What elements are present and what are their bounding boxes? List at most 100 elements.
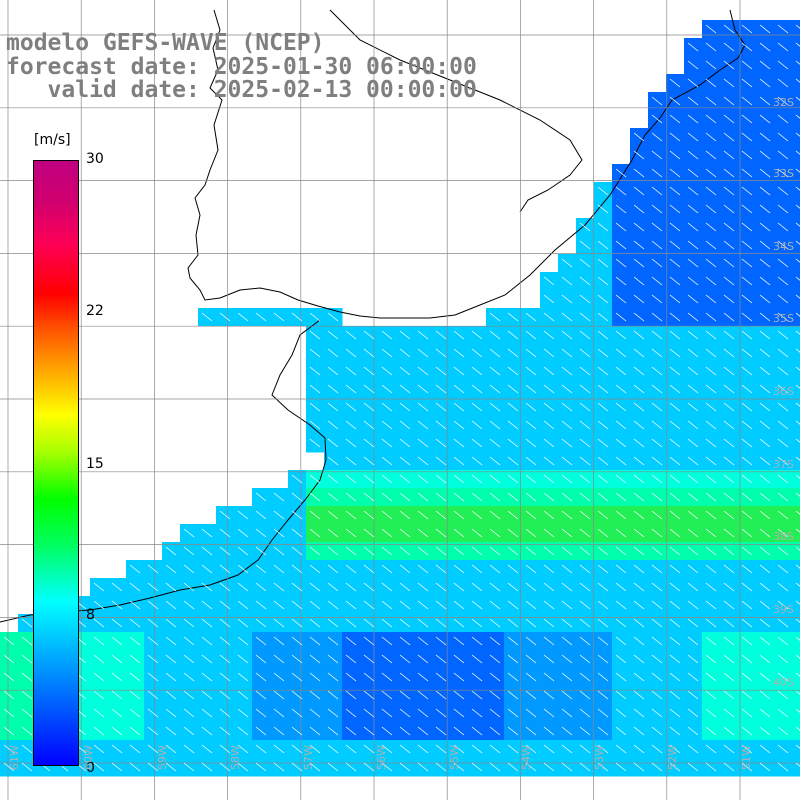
wind-vector — [795, 456, 800, 461]
wind-vector — [453, 510, 465, 520]
wind-vector — [453, 636, 465, 646]
wind-vector — [723, 510, 735, 520]
wind-vector — [417, 672, 429, 682]
wind-speed-cell — [792, 758, 800, 777]
wind-vector — [723, 24, 735, 34]
wind-speed-cell — [792, 92, 800, 111]
wind-vector — [669, 348, 681, 358]
wind-vector — [597, 258, 609, 268]
lon-label: 55W — [448, 745, 461, 770]
wind-vector — [705, 42, 717, 52]
wind-vector — [669, 636, 681, 646]
wind-vector — [471, 546, 483, 556]
wind-vector — [597, 564, 609, 574]
wind-vector — [237, 762, 249, 772]
wind-vector — [219, 690, 231, 700]
wind-vector — [201, 636, 213, 646]
wind-vector — [147, 744, 159, 754]
wind-vector — [705, 438, 717, 448]
wind-vector — [291, 492, 303, 502]
wind-vector — [471, 708, 483, 718]
wind-vector — [759, 546, 771, 556]
wind-speed-cell — [792, 578, 800, 597]
wind-vector — [669, 114, 681, 124]
wind-vector — [309, 600, 321, 610]
wind-vector — [777, 222, 789, 232]
wind-vector — [111, 762, 123, 772]
wind-vector — [651, 186, 663, 196]
wind-vector — [525, 672, 537, 682]
wind-vector — [399, 654, 411, 664]
wind-vector — [381, 744, 393, 754]
wind-vector — [597, 186, 609, 196]
wind-vector — [723, 654, 735, 664]
wind-vector — [309, 708, 321, 718]
wind-vector — [507, 618, 519, 628]
wind-vector — [795, 258, 800, 263]
wind-vector — [255, 726, 267, 736]
wind-vector — [525, 492, 537, 502]
wind-vector — [633, 636, 645, 646]
wind-vector — [543, 510, 555, 520]
wind-vector — [453, 348, 465, 358]
wind-vector — [633, 600, 645, 610]
wind-vector — [795, 222, 800, 227]
wind-vector — [345, 492, 357, 502]
colorbar-tick-15: 15 — [86, 456, 104, 472]
wind-vector — [723, 96, 735, 106]
wind-vector — [183, 726, 195, 736]
wind-vector — [381, 510, 393, 520]
wind-vector — [669, 690, 681, 700]
wind-vector — [417, 456, 429, 466]
wind-vector — [795, 384, 800, 389]
wind-vector — [759, 762, 771, 772]
wind-vector — [489, 474, 501, 484]
wind-vector — [219, 312, 231, 322]
wind-vector — [651, 312, 663, 322]
wind-vector — [399, 690, 411, 700]
wind-vector — [687, 600, 699, 610]
wind-vector — [327, 690, 339, 700]
wind-vector — [579, 762, 591, 772]
wind-vector — [561, 582, 573, 592]
wind-vector — [237, 672, 249, 682]
wind-vector — [597, 672, 609, 682]
wind-speed-cell — [792, 704, 800, 723]
wind-vector — [471, 492, 483, 502]
wind-vector — [561, 654, 573, 664]
wind-vector — [687, 618, 699, 628]
wind-vector — [471, 672, 483, 682]
wind-vector — [687, 492, 699, 502]
wind-vector — [489, 456, 501, 466]
wind-vector — [705, 564, 717, 574]
wind-vector — [309, 366, 321, 376]
wind-vector — [741, 654, 753, 664]
wind-vector — [165, 636, 177, 646]
wind-vector — [795, 168, 800, 173]
wind-vector — [723, 420, 735, 430]
wind-vector — [777, 564, 789, 574]
wind-vector — [615, 690, 627, 700]
wind-vector — [363, 366, 375, 376]
wind-vector — [795, 186, 800, 191]
wind-vector — [507, 474, 519, 484]
wind-vector — [435, 330, 447, 340]
wind-vector — [777, 294, 789, 304]
wind-vector — [435, 438, 447, 448]
wind-vector — [723, 492, 735, 502]
wind-vector — [399, 546, 411, 556]
wind-vector — [759, 582, 771, 592]
wind-vector — [327, 708, 339, 718]
wind-vector — [219, 654, 231, 664]
wind-vector — [435, 564, 447, 574]
wind-vector — [777, 600, 789, 610]
wind-vector — [777, 348, 789, 358]
wind-vector — [741, 726, 753, 736]
wind-vector — [399, 492, 411, 502]
wind-vector — [687, 312, 699, 322]
wind-vector — [21, 672, 33, 682]
wind-vector — [669, 168, 681, 178]
wind-vector — [3, 726, 15, 736]
wind-vector — [435, 492, 447, 502]
wind-vector — [561, 708, 573, 718]
